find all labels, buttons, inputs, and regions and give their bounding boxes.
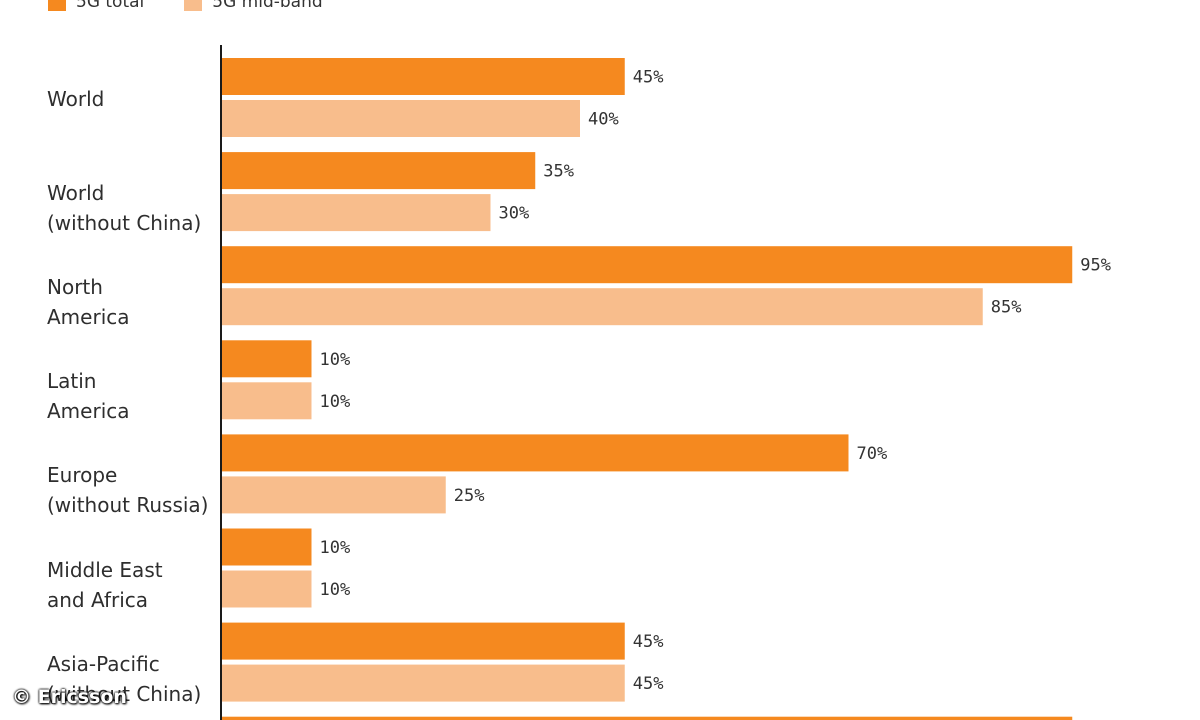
value-label: 45%	[633, 674, 664, 694]
category-label: Latin America	[47, 369, 130, 424]
value-label: 10%	[320, 580, 351, 600]
bar-midband	[222, 288, 983, 326]
value-label: 35%	[543, 162, 574, 182]
category-label: Europe (without Russia)	[47, 463, 209, 518]
legend-label-total: 5G total	[76, 0, 145, 12]
bar-midband	[222, 100, 580, 137]
bar-total	[222, 528, 312, 566]
value-label: 10%	[320, 392, 351, 412]
legend-item-total: 5G total	[48, 0, 144, 12]
bar-midband	[222, 570, 312, 608]
value-label: 30%	[499, 204, 530, 224]
bar-total	[222, 434, 849, 472]
bar-midband	[222, 664, 625, 702]
value-label: 45%	[633, 68, 664, 88]
value-label: 85%	[991, 298, 1022, 318]
bar-midband	[222, 194, 491, 232]
value-label: 25%	[454, 486, 485, 506]
bar-total-partial	[222, 716, 1073, 720]
bar-midband	[222, 476, 446, 514]
value-label: 45%	[633, 632, 664, 652]
legend-label-midband: 5G mid-band	[212, 0, 323, 12]
category-label: Asia-Pacific (without China)	[47, 651, 202, 706]
bar-total	[222, 622, 625, 660]
category-label: World	[47, 87, 105, 111]
legend-swatch-total	[48, 0, 66, 11]
value-label: 70%	[857, 444, 888, 464]
value-label: 95%	[1080, 256, 1111, 276]
bar-total	[222, 152, 536, 190]
category-label: North America	[47, 275, 130, 330]
value-label: 40%	[588, 110, 619, 130]
value-label: 10%	[320, 350, 351, 370]
bars-group: 45% 40% 35% 30% 95% 85% 10% 10% 70% 25% 10% 10% 45% 4…	[222, 58, 1111, 720]
category-label: Middle East and Africa	[47, 557, 163, 612]
bar-total	[222, 340, 312, 378]
value-label: 10%	[320, 538, 351, 558]
credit-text: © Ericsson	[12, 686, 127, 708]
bar-midband	[222, 382, 312, 420]
category-label: World (without China)	[47, 181, 202, 236]
bar-total	[222, 246, 1073, 284]
bar-total	[222, 58, 625, 95]
legend-item-midband: 5G mid-band	[184, 0, 323, 12]
legend: 5G total 5G mid-band	[48, 0, 323, 12]
legend-swatch-midband	[184, 0, 203, 11]
